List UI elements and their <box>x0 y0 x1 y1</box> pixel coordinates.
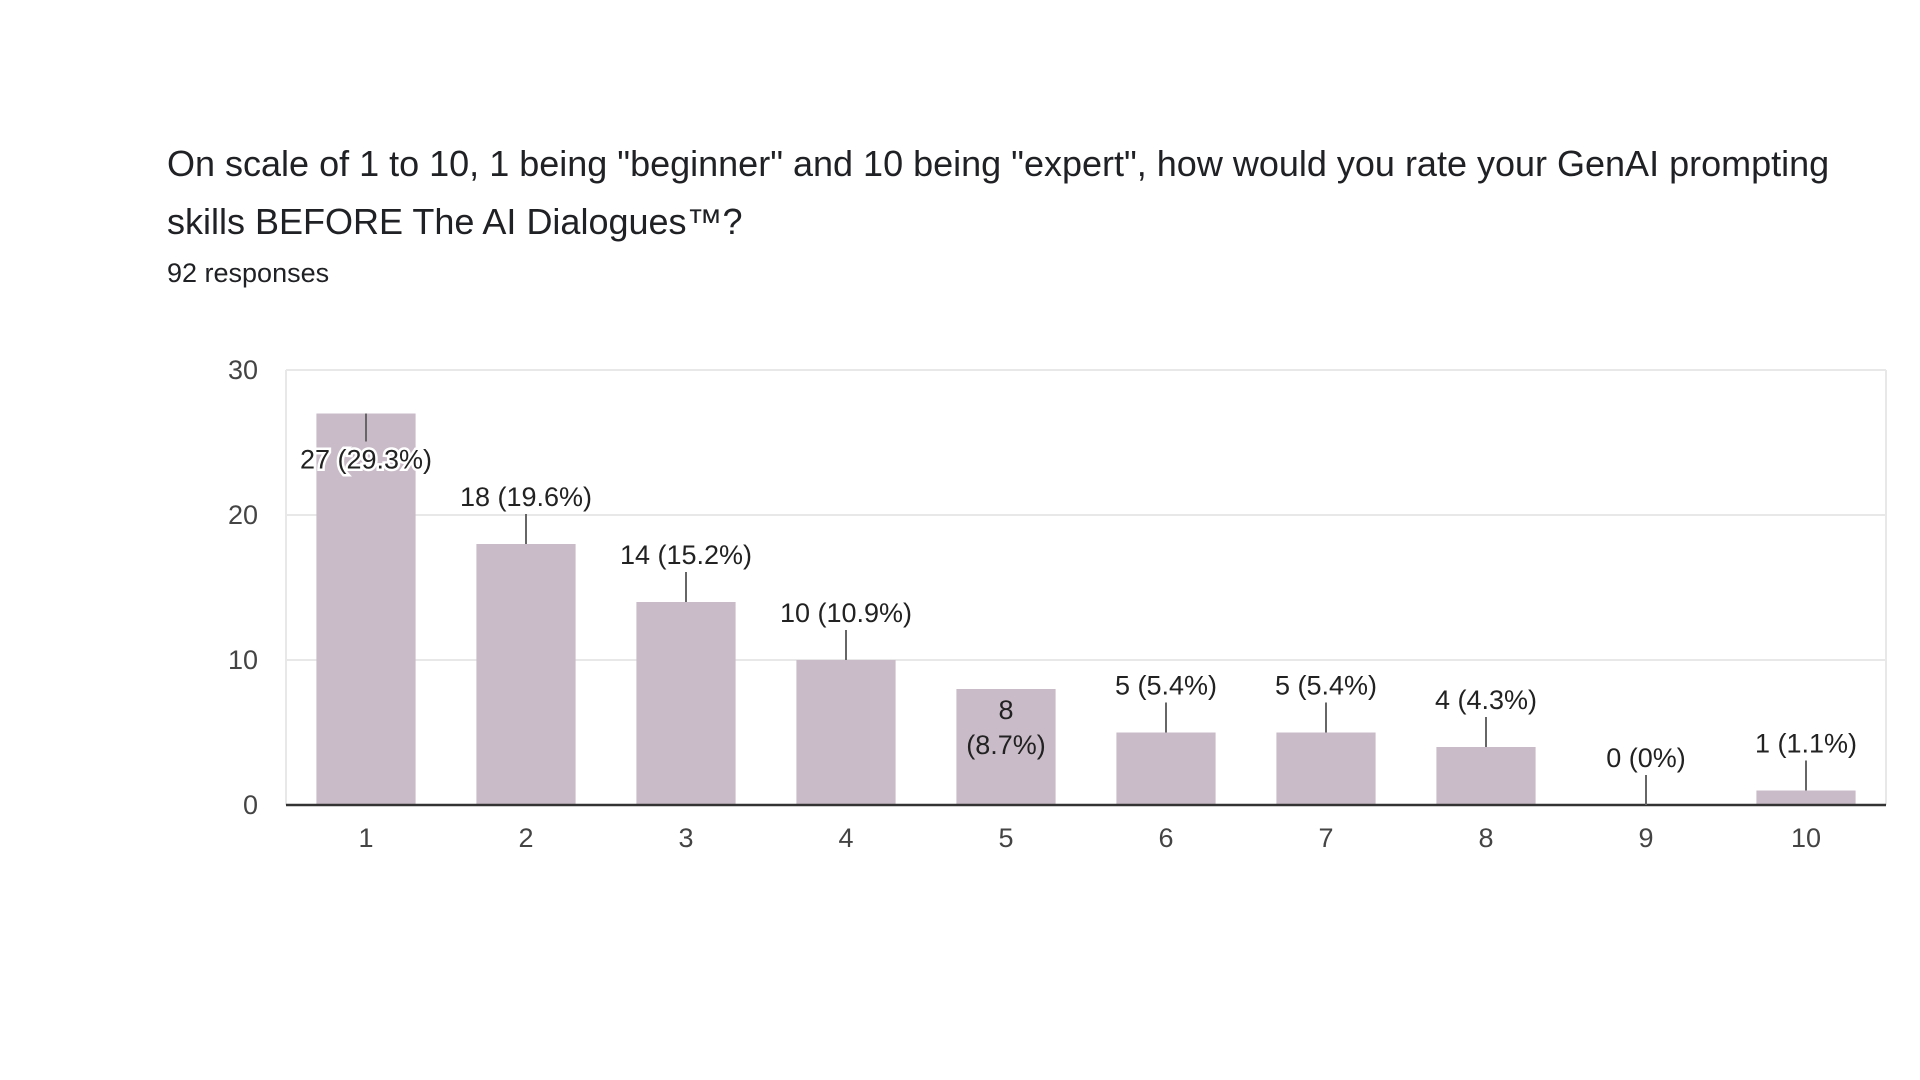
data-label: 5 (5.4%) <box>1115 671 1217 701</box>
data-labels: 27 (29.3%) 18 (19.6%) 14 (15.2%) 10 (10.9%)… <box>297 413 1857 805</box>
bar[interactable] <box>1116 732 1216 806</box>
x-tick-label: 7 <box>1318 823 1333 853</box>
bar[interactable] <box>636 602 736 805</box>
question-title: On scale of 1 to 10, 1 being "beginner" … <box>167 143 1830 242</box>
y-tick-label: 0 <box>243 790 258 820</box>
bar[interactable] <box>1756 790 1856 806</box>
y-tick-label: 10 <box>228 645 258 675</box>
x-tick-label: 3 <box>678 823 693 853</box>
x-tick-label: 6 <box>1158 823 1173 853</box>
bar[interactable] <box>956 689 1056 805</box>
data-label: 27 (29.3%) <box>300 445 432 475</box>
x-tick-label: 8 <box>1478 823 1493 853</box>
data-label: 0 (0%) <box>1606 743 1686 773</box>
x-tick-label: 5 <box>998 823 1013 853</box>
bar[interactable] <box>1276 732 1376 806</box>
data-label: 18 (19.6%) <box>460 482 592 512</box>
bar[interactable] <box>796 660 896 805</box>
bar[interactable] <box>476 544 576 805</box>
bar[interactable] <box>1436 747 1536 805</box>
x-tick-label: 9 <box>1638 823 1653 853</box>
axes: 0 10 20 30 1 2 3 4 5 6 7 8 9 10 <box>228 355 1886 853</box>
response-count: 92 responses <box>167 258 330 288</box>
y-tick-label: 20 <box>228 500 258 530</box>
x-tick-label: 4 <box>838 823 853 853</box>
x-tick-label: 10 <box>1791 823 1821 853</box>
y-tick-label: 30 <box>228 355 258 385</box>
data-label: 4 (4.3%) <box>1435 685 1537 715</box>
x-tick-label: 1 <box>358 823 373 853</box>
data-label: 14 (15.2%) <box>620 540 752 570</box>
data-label: 8 (8.7%) <box>966 695 1046 760</box>
bars <box>316 413 1856 806</box>
data-label: 1 (1.1%) <box>1755 729 1857 759</box>
data-label: 10 (10.9%) <box>780 598 912 628</box>
data-label: 5 (5.4%) <box>1275 671 1377 701</box>
bar[interactable] <box>316 413 416 806</box>
grid-lines <box>285 369 1887 805</box>
x-tick-label: 2 <box>518 823 533 853</box>
